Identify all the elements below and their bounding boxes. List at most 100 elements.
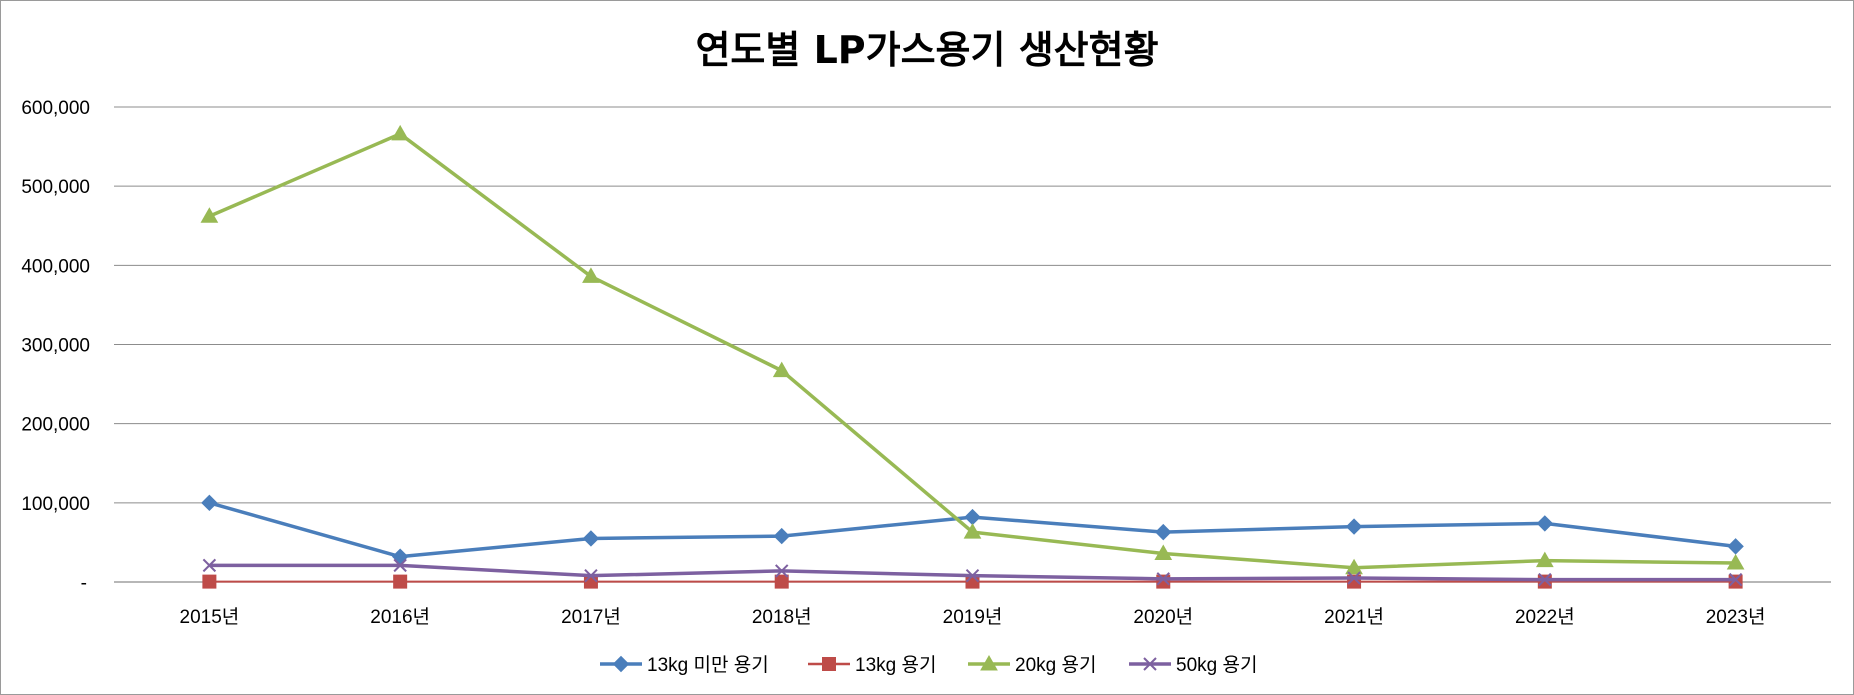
x-marker-stroke [1538, 572, 1552, 587]
y-tick-label: 400,000 [21, 256, 90, 277]
diamond-marker [391, 548, 409, 565]
x-tick-label: 2017년 [561, 606, 621, 628]
x-marker-stroke [1728, 572, 1743, 587]
square-marker [1728, 574, 1743, 589]
legend-label: 20kg 용기 [1015, 654, 1096, 676]
y-tick-label: 300,000 [21, 336, 90, 357]
triangle-marker [582, 267, 600, 283]
diamond-marker [773, 527, 790, 545]
data-point [774, 574, 789, 589]
data-point [1538, 572, 1552, 587]
triangle-marker [1154, 544, 1173, 560]
plot-area [200, 124, 1745, 589]
x-tick-label: 2021년 [1324, 606, 1384, 628]
data-point [1728, 572, 1743, 587]
data-point [1155, 523, 1172, 541]
triangle-marker [772, 361, 791, 378]
triangle-marker [980, 654, 998, 671]
gridlines [114, 106, 1831, 504]
data-point [393, 574, 408, 589]
legend: 13kg 미만 용기 13kg 용기 20kg 용기 50kg 용기 [600, 654, 1257, 676]
data-point [773, 527, 790, 545]
x-marker-stroke [1347, 571, 1361, 585]
series-3 [200, 124, 1745, 575]
x-marker-stroke [775, 564, 789, 578]
x-tick-label: 2022년 [1515, 606, 1575, 628]
data-point [582, 530, 600, 547]
data-point [775, 564, 789, 578]
triangle-marker [391, 124, 410, 141]
x-marker-stroke [965, 568, 980, 583]
data-point [1728, 574, 1743, 589]
data-point [963, 523, 982, 539]
data-point [202, 558, 217, 573]
diamond-marker [1345, 518, 1363, 535]
diamond-marker [201, 494, 218, 512]
data-point [391, 548, 409, 565]
diamond-marker [582, 530, 600, 547]
data-point [202, 574, 217, 589]
triangle-marker [1726, 553, 1745, 570]
data-point [582, 267, 600, 283]
data-point [1156, 572, 1170, 586]
data-point [1536, 515, 1554, 532]
legend-label: 50kg 용기 [1176, 654, 1257, 676]
x-tick-label: 2015년 [180, 606, 240, 628]
diamond-marker [1536, 515, 1554, 532]
axes: - 100,000 200,000 300,000 400,000 500,000 600,… [21, 98, 1831, 628]
triangle-marker [963, 523, 982, 539]
square-marker [822, 657, 836, 671]
legend-label: 13kg 미만 용기 [647, 654, 769, 676]
square-marker [393, 574, 408, 589]
x-marker-stroke [584, 568, 598, 583]
x-marker-stroke [393, 558, 407, 573]
data-point [1347, 571, 1361, 585]
data-point [964, 508, 981, 526]
data-point [200, 207, 219, 223]
y-tick-label: 100,000 [21, 494, 90, 515]
legend-item: 13kg 용기 [808, 654, 936, 676]
data-point [391, 124, 410, 141]
x-tick-label: 2016년 [370, 606, 430, 628]
diamond-marker [1155, 523, 1172, 541]
y-tick-label: - [81, 573, 87, 594]
legend-label: 13kg 용기 [855, 654, 936, 676]
legend-item: 50kg 용기 [1129, 654, 1257, 676]
data-point [1727, 538, 1744, 555]
data-point [1345, 558, 1363, 575]
x-marker-stroke [202, 558, 217, 573]
legend-item: 13kg 미만 용기 [600, 654, 769, 676]
data-point [1535, 551, 1554, 568]
series-4 [202, 558, 1743, 587]
square-marker [202, 574, 217, 589]
y-tick-label: 500,000 [21, 177, 90, 198]
triangle-marker [200, 207, 219, 223]
triangle-marker [1345, 558, 1363, 575]
diamond-marker [964, 508, 981, 526]
x-tick-label: 2023년 [1706, 606, 1766, 628]
x-marker-stroke [1143, 657, 1157, 671]
y-tick-label: 600,000 [21, 98, 90, 119]
x-marker-stroke [1156, 572, 1170, 586]
data-point [1154, 544, 1173, 560]
x-tick-label: 2020년 [1133, 606, 1193, 628]
y-tick-label: 200,000 [21, 415, 90, 436]
x-tick-label: 2018년 [752, 606, 812, 628]
data-point [1345, 518, 1363, 535]
x-tick-label: 2019년 [943, 606, 1003, 628]
legend-item: 20kg 용기 [968, 654, 1096, 676]
diamond-marker [612, 655, 630, 673]
data-point [772, 361, 791, 378]
data-point [201, 494, 218, 512]
data-point [1537, 574, 1552, 589]
square-marker [1537, 574, 1552, 589]
data-point [1726, 553, 1745, 570]
diamond-marker [1727, 538, 1744, 555]
data-point [965, 568, 980, 583]
series-1 [201, 494, 1744, 565]
data-point [393, 558, 407, 573]
chart-title: 연도별 LP가스용기 생산현황 [695, 28, 1158, 72]
square-marker [774, 574, 789, 589]
